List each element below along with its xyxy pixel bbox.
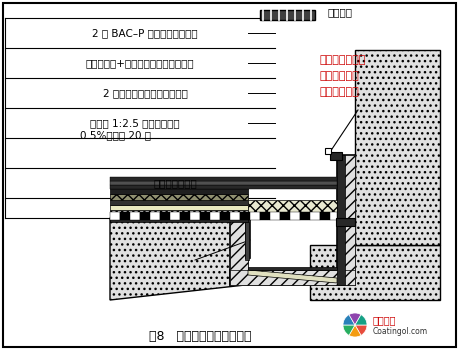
Wedge shape <box>355 315 367 325</box>
Bar <box>230 270 355 285</box>
Bar <box>130 212 140 220</box>
Bar <box>260 10 315 20</box>
Bar <box>337 155 345 285</box>
Bar <box>240 212 250 220</box>
Wedge shape <box>355 325 367 335</box>
Bar <box>290 212 300 220</box>
Text: 0.5%，最薄 20 厚: 0.5%，最薄 20 厚 <box>79 130 151 140</box>
Text: 雨水篦子: 雨水篦子 <box>328 7 353 17</box>
Text: 沥青防水涂料: 沥青防水涂料 <box>320 87 360 97</box>
Bar <box>248 200 337 216</box>
Wedge shape <box>349 313 361 325</box>
Bar <box>110 181 337 185</box>
Polygon shape <box>110 218 245 300</box>
Polygon shape <box>337 155 355 285</box>
Bar <box>245 218 250 258</box>
Bar <box>220 212 230 220</box>
Bar <box>230 218 248 285</box>
Bar <box>190 212 200 220</box>
Bar <box>200 212 210 220</box>
Bar <box>245 222 249 260</box>
Bar <box>170 212 180 220</box>
Text: 涂料在线: 涂料在线 <box>373 315 397 325</box>
Bar <box>270 212 280 220</box>
Text: 2 厚 BAC–P 双面自粘防水卷材: 2 厚 BAC–P 双面自粘防水卷材 <box>92 28 198 38</box>
Bar <box>110 200 248 205</box>
Bar <box>180 212 190 220</box>
Bar <box>320 212 330 220</box>
Bar <box>140 212 150 220</box>
Text: 玻纤网格布+非固化橡胶沥青防水涂料: 玻纤网格布+非固化橡胶沥青防水涂料 <box>86 58 194 68</box>
Bar <box>110 194 248 200</box>
Polygon shape <box>355 50 440 245</box>
Bar <box>110 185 337 189</box>
Bar <box>160 212 170 220</box>
Text: 收口压条固定，: 收口压条固定， <box>320 55 366 65</box>
Text: 图8   裙楼屋面天沟防水构造: 图8 裙楼屋面天沟防水构造 <box>149 329 251 343</box>
Bar <box>150 212 160 220</box>
Text: 涂非固化橡胶: 涂非固化橡胶 <box>320 71 360 81</box>
Bar <box>330 212 337 220</box>
Polygon shape <box>230 218 248 285</box>
Bar <box>230 212 240 220</box>
Polygon shape <box>230 270 355 285</box>
Text: Coatingol.com: Coatingol.com <box>373 328 428 336</box>
Bar <box>250 212 260 220</box>
Bar <box>110 210 248 218</box>
Bar <box>110 205 248 210</box>
Polygon shape <box>310 245 440 300</box>
Bar <box>330 152 342 160</box>
Wedge shape <box>343 315 355 325</box>
Bar <box>337 155 355 285</box>
Bar <box>336 218 355 226</box>
Bar <box>210 212 220 220</box>
Bar <box>248 267 337 270</box>
Bar <box>110 218 248 222</box>
Text: 天沟底 1:2.5 水泥砂浆找坡: 天沟底 1:2.5 水泥砂浆找坡 <box>90 118 180 128</box>
Text: 钢筋混凝土天沟: 钢筋混凝土天沟 <box>153 178 197 188</box>
Text: 2 厚非固化橡胶沥青防水涂料: 2 厚非固化橡胶沥青防水涂料 <box>102 88 187 98</box>
Bar <box>325 148 331 154</box>
Bar <box>110 189 248 194</box>
Wedge shape <box>349 325 361 337</box>
Bar <box>310 212 320 220</box>
Bar <box>110 212 120 220</box>
Bar <box>280 212 290 220</box>
Bar <box>110 177 337 181</box>
Bar <box>120 212 130 220</box>
Polygon shape <box>248 270 337 283</box>
Bar <box>260 212 270 220</box>
Wedge shape <box>343 325 355 335</box>
Bar <box>110 185 248 189</box>
Bar <box>300 212 310 220</box>
